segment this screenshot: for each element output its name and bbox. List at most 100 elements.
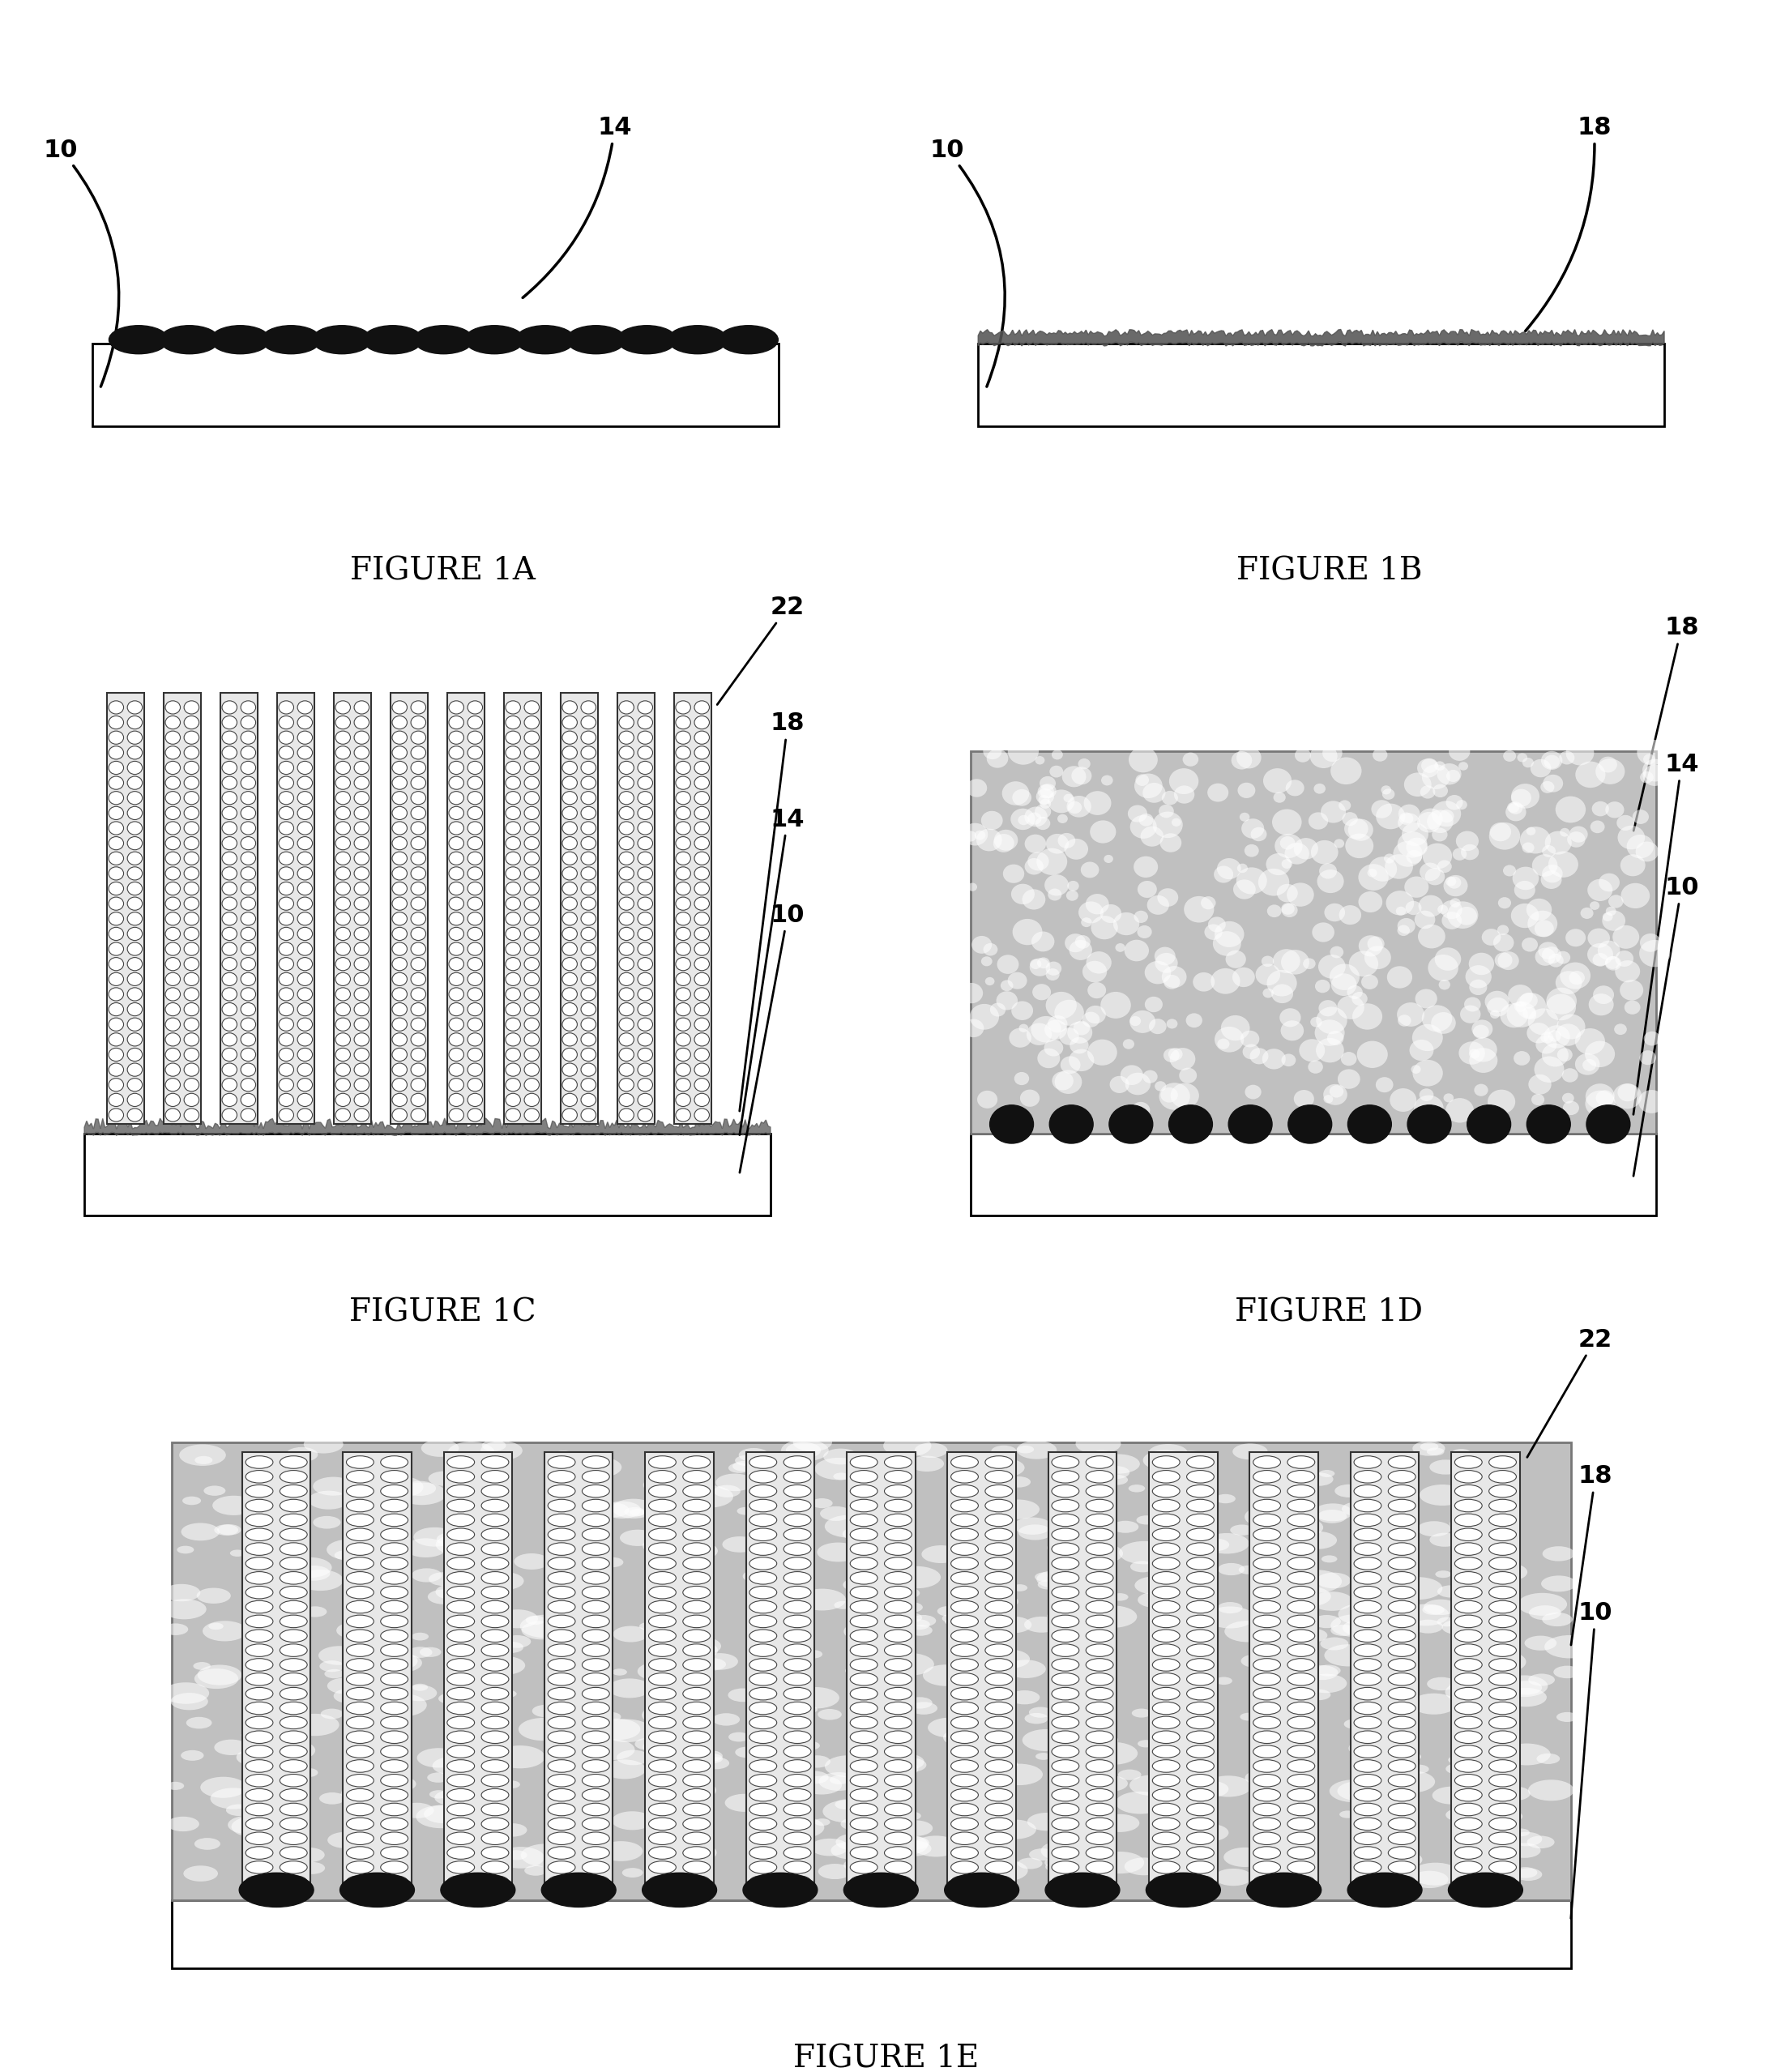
Circle shape [1418, 895, 1442, 918]
Circle shape [482, 1471, 509, 1484]
Circle shape [498, 1641, 523, 1653]
Circle shape [1127, 806, 1146, 823]
Circle shape [1097, 1455, 1139, 1473]
Circle shape [448, 1034, 464, 1046]
Circle shape [1267, 1535, 1297, 1550]
Circle shape [1387, 1861, 1416, 1873]
Circle shape [1527, 1009, 1558, 1036]
Circle shape [128, 957, 142, 970]
Circle shape [1253, 1500, 1281, 1513]
Circle shape [1187, 1471, 1214, 1484]
Circle shape [1076, 1434, 1122, 1455]
Circle shape [354, 943, 369, 955]
Circle shape [354, 746, 369, 758]
Circle shape [1288, 1104, 1333, 1144]
Circle shape [346, 1817, 374, 1830]
Circle shape [392, 1109, 408, 1121]
Circle shape [1387, 1614, 1416, 1629]
Circle shape [985, 1600, 1012, 1614]
Circle shape [447, 1788, 475, 1801]
Circle shape [1412, 1059, 1442, 1086]
Circle shape [1081, 862, 1099, 879]
Circle shape [1354, 1471, 1382, 1484]
Circle shape [1419, 808, 1442, 829]
Bar [85, 1133, 771, 1216]
Circle shape [1402, 1753, 1421, 1761]
Circle shape [335, 700, 351, 715]
Circle shape [659, 1668, 695, 1682]
Circle shape [1478, 1651, 1526, 1672]
Circle shape [280, 1573, 307, 1585]
Circle shape [1187, 1803, 1214, 1815]
Circle shape [1457, 908, 1478, 924]
Circle shape [447, 1587, 475, 1600]
Circle shape [222, 943, 237, 955]
Circle shape [783, 1745, 812, 1757]
Circle shape [952, 1471, 978, 1484]
Circle shape [682, 1529, 711, 1542]
Polygon shape [85, 1119, 771, 1135]
Circle shape [1598, 756, 1618, 773]
Circle shape [583, 1701, 610, 1714]
Circle shape [468, 1077, 482, 1092]
Circle shape [1079, 1544, 1123, 1564]
Circle shape [1240, 1714, 1258, 1720]
Circle shape [1086, 1701, 1113, 1714]
Circle shape [1356, 1695, 1375, 1705]
Circle shape [1239, 812, 1249, 821]
Circle shape [128, 823, 142, 835]
Circle shape [1253, 1658, 1281, 1670]
Circle shape [1288, 1515, 1315, 1527]
Circle shape [985, 1587, 1012, 1600]
Text: 14: 14 [523, 116, 633, 298]
Circle shape [1409, 1040, 1434, 1061]
Circle shape [1334, 1484, 1363, 1498]
Circle shape [505, 1850, 526, 1861]
Circle shape [750, 1629, 776, 1643]
Circle shape [1191, 1823, 1228, 1842]
Circle shape [1051, 1573, 1079, 1585]
Circle shape [1253, 1730, 1281, 1743]
Circle shape [851, 1846, 877, 1859]
Circle shape [819, 1772, 859, 1790]
Circle shape [447, 1658, 475, 1670]
Circle shape [638, 760, 652, 775]
Circle shape [1318, 1001, 1338, 1017]
Circle shape [1512, 903, 1538, 928]
Circle shape [222, 1048, 237, 1061]
Circle shape [750, 1846, 776, 1859]
Circle shape [280, 1774, 307, 1786]
Circle shape [649, 1544, 677, 1556]
Circle shape [1503, 864, 1517, 876]
Circle shape [1469, 1048, 1480, 1059]
Circle shape [1051, 1759, 1079, 1772]
Circle shape [1451, 1747, 1487, 1761]
Circle shape [241, 700, 255, 715]
Circle shape [801, 1776, 842, 1794]
Circle shape [1559, 961, 1591, 988]
Circle shape [1474, 1084, 1488, 1096]
Circle shape [1614, 959, 1641, 982]
Circle shape [1522, 937, 1538, 951]
Circle shape [581, 717, 595, 729]
Circle shape [750, 1687, 776, 1699]
Circle shape [278, 852, 294, 864]
Circle shape [1455, 1614, 1481, 1629]
Circle shape [1354, 1817, 1382, 1830]
Circle shape [1488, 1471, 1517, 1484]
Circle shape [1285, 843, 1310, 864]
Circle shape [195, 1668, 239, 1689]
Circle shape [1288, 1629, 1315, 1643]
Circle shape [1024, 1616, 1060, 1633]
Circle shape [335, 1017, 351, 1032]
Circle shape [1361, 974, 1379, 988]
Circle shape [1322, 744, 1343, 762]
Circle shape [618, 1017, 634, 1032]
Bar [1148, 1452, 1217, 1890]
Circle shape [611, 1811, 652, 1830]
Circle shape [278, 1034, 294, 1046]
Circle shape [783, 1544, 812, 1556]
Circle shape [1306, 1674, 1347, 1693]
Circle shape [964, 831, 976, 841]
Circle shape [682, 1701, 711, 1714]
